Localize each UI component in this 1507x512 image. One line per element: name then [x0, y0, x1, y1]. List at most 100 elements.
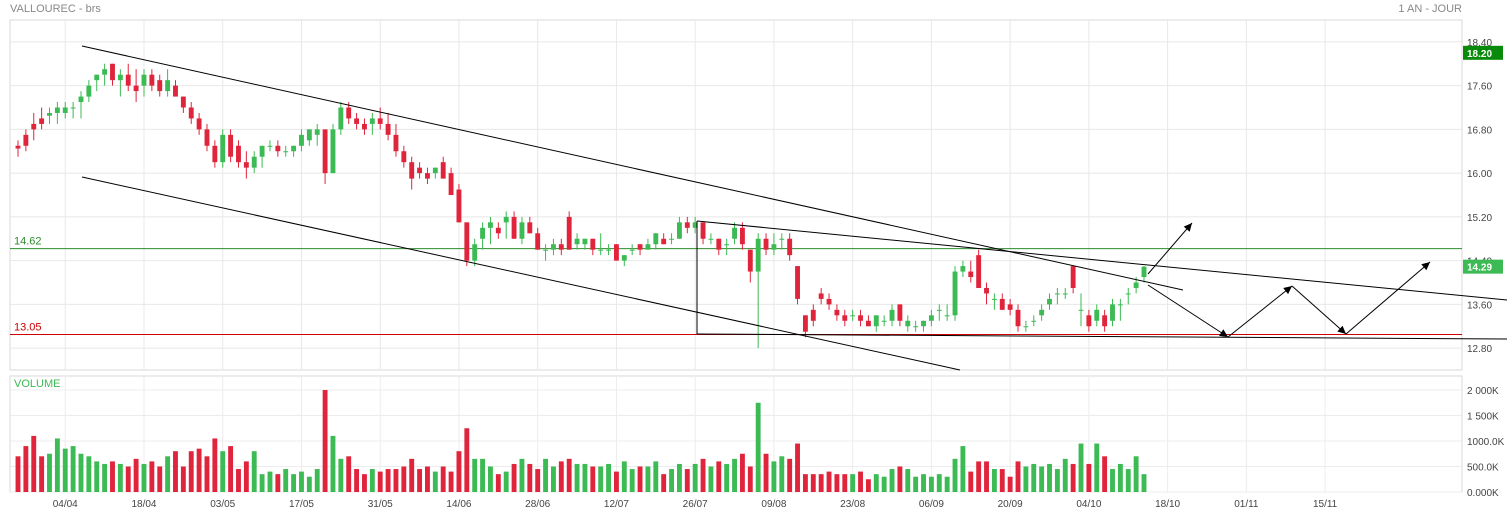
- price-tick-label: 17.60: [1467, 82, 1492, 93]
- candle-body: [952, 271, 958, 316]
- volume-bar: [78, 453, 84, 492]
- candle-body: [440, 162, 446, 179]
- candle-body: [653, 233, 659, 245]
- volume-bar: [236, 469, 241, 492]
- volume-bar: [543, 458, 549, 492]
- candle-body: [102, 69, 108, 75]
- volume-bar: [865, 479, 871, 492]
- volume-bar: [747, 466, 753, 492]
- volume-bar: [763, 453, 769, 492]
- candle-body: [1110, 304, 1115, 321]
- candle-body: [377, 118, 383, 124]
- candle-body: [157, 80, 163, 92]
- volume-bar: [417, 469, 423, 492]
- candle-body: [1047, 298, 1052, 305]
- volume-bar: [913, 476, 919, 492]
- volume-bar: [259, 474, 265, 492]
- candle-body: [165, 80, 171, 92]
- volume-bar: [480, 458, 486, 492]
- volume-bar: [165, 456, 171, 492]
- volume-bar: [23, 446, 29, 492]
- scenario-arrow-down-1: [1147, 284, 1229, 338]
- candle-body: [354, 118, 360, 124]
- candle-body: [47, 112, 52, 116]
- candle-body: [480, 227, 486, 239]
- candle-body: [275, 145, 281, 152]
- candle-body: [54, 107, 60, 113]
- volume-bar: [39, 456, 45, 492]
- candle-body: [810, 309, 816, 321]
- volume-bar: [802, 474, 808, 492]
- candle-body: [1117, 304, 1123, 306]
- volume-bar: [858, 471, 863, 492]
- volume-bar: [566, 458, 572, 492]
- candle-body: [432, 167, 438, 174]
- candle-body: [724, 244, 730, 246]
- volume-bar: [771, 461, 777, 492]
- candle-body: [684, 222, 690, 228]
- candle-body: [606, 249, 612, 251]
- candle-body: [472, 244, 478, 261]
- candle-body: [259, 145, 265, 157]
- candle-body: [1125, 293, 1131, 295]
- candle-body: [936, 309, 942, 311]
- volume-bar: [377, 471, 383, 492]
- volume-bar: [842, 474, 848, 492]
- candle-body: [944, 315, 950, 317]
- volume-bar: [220, 451, 226, 492]
- volume-bar: [314, 469, 320, 492]
- candle-body: [39, 118, 45, 124]
- candle-body: [220, 134, 226, 163]
- date-tick-label: 23/08: [840, 499, 865, 510]
- volume-bar: [535, 469, 541, 492]
- volume-bar: [889, 469, 895, 492]
- candle-body: [362, 123, 367, 130]
- volume-bar: [960, 446, 966, 492]
- candle-body: [889, 309, 895, 321]
- volume-bar: [47, 453, 52, 492]
- date-tick-label: 04/10: [1076, 499, 1101, 510]
- volume-bar: [432, 471, 438, 492]
- candle-body: [527, 222, 533, 234]
- candle-body: [566, 216, 572, 250]
- candle-body: [23, 134, 29, 146]
- volume-bar: [86, 456, 92, 492]
- volume-tick-label: 1000.0K: [1467, 437, 1505, 448]
- date-tick-label: 18/04: [131, 499, 156, 510]
- scenario-arrow-down-2-head: [1337, 325, 1346, 334]
- candle-body: [613, 244, 619, 261]
- candle-body: [180, 96, 186, 108]
- candle-body: [976, 255, 982, 288]
- period-label[interactable]: 1 AN - JOUR: [1398, 3, 1462, 15]
- volume-bar: [393, 469, 399, 492]
- candle-body: [141, 74, 147, 86]
- volume-bar: [574, 463, 580, 492]
- date-tick-label: 18/10: [1155, 499, 1180, 510]
- volume-bar: [117, 463, 123, 492]
- wedge-upper-line: [696, 220, 1507, 301]
- volume-bar: [503, 471, 509, 492]
- date-tick-label: 26/07: [683, 499, 708, 510]
- volume-bar: [472, 458, 478, 492]
- candle-body: [1133, 282, 1139, 288]
- trend-drawings: [81, 45, 1507, 371]
- volume-bar: [1023, 466, 1029, 492]
- resistance-label: 14.62: [14, 236, 42, 248]
- volume-bar: [62, 448, 68, 492]
- volume-bar: [322, 390, 328, 492]
- candle-body: [802, 315, 808, 332]
- price-tick-label: 18.40: [1467, 38, 1492, 49]
- candle-body: [1015, 309, 1021, 327]
- candle-body: [582, 238, 588, 245]
- candle-body: [346, 107, 352, 119]
- volume-bar: [606, 463, 612, 492]
- volume-bar: [330, 435, 336, 492]
- candle-body: [228, 134, 234, 157]
- date-tick-label: 01/11: [1234, 499, 1259, 510]
- volume-bar: [1125, 469, 1131, 492]
- volume-bar: [968, 471, 974, 492]
- candle-body: [676, 222, 682, 239]
- volume-bar: [15, 456, 21, 492]
- candle-body: [1054, 293, 1060, 295]
- volume-bar: [1102, 456, 1108, 492]
